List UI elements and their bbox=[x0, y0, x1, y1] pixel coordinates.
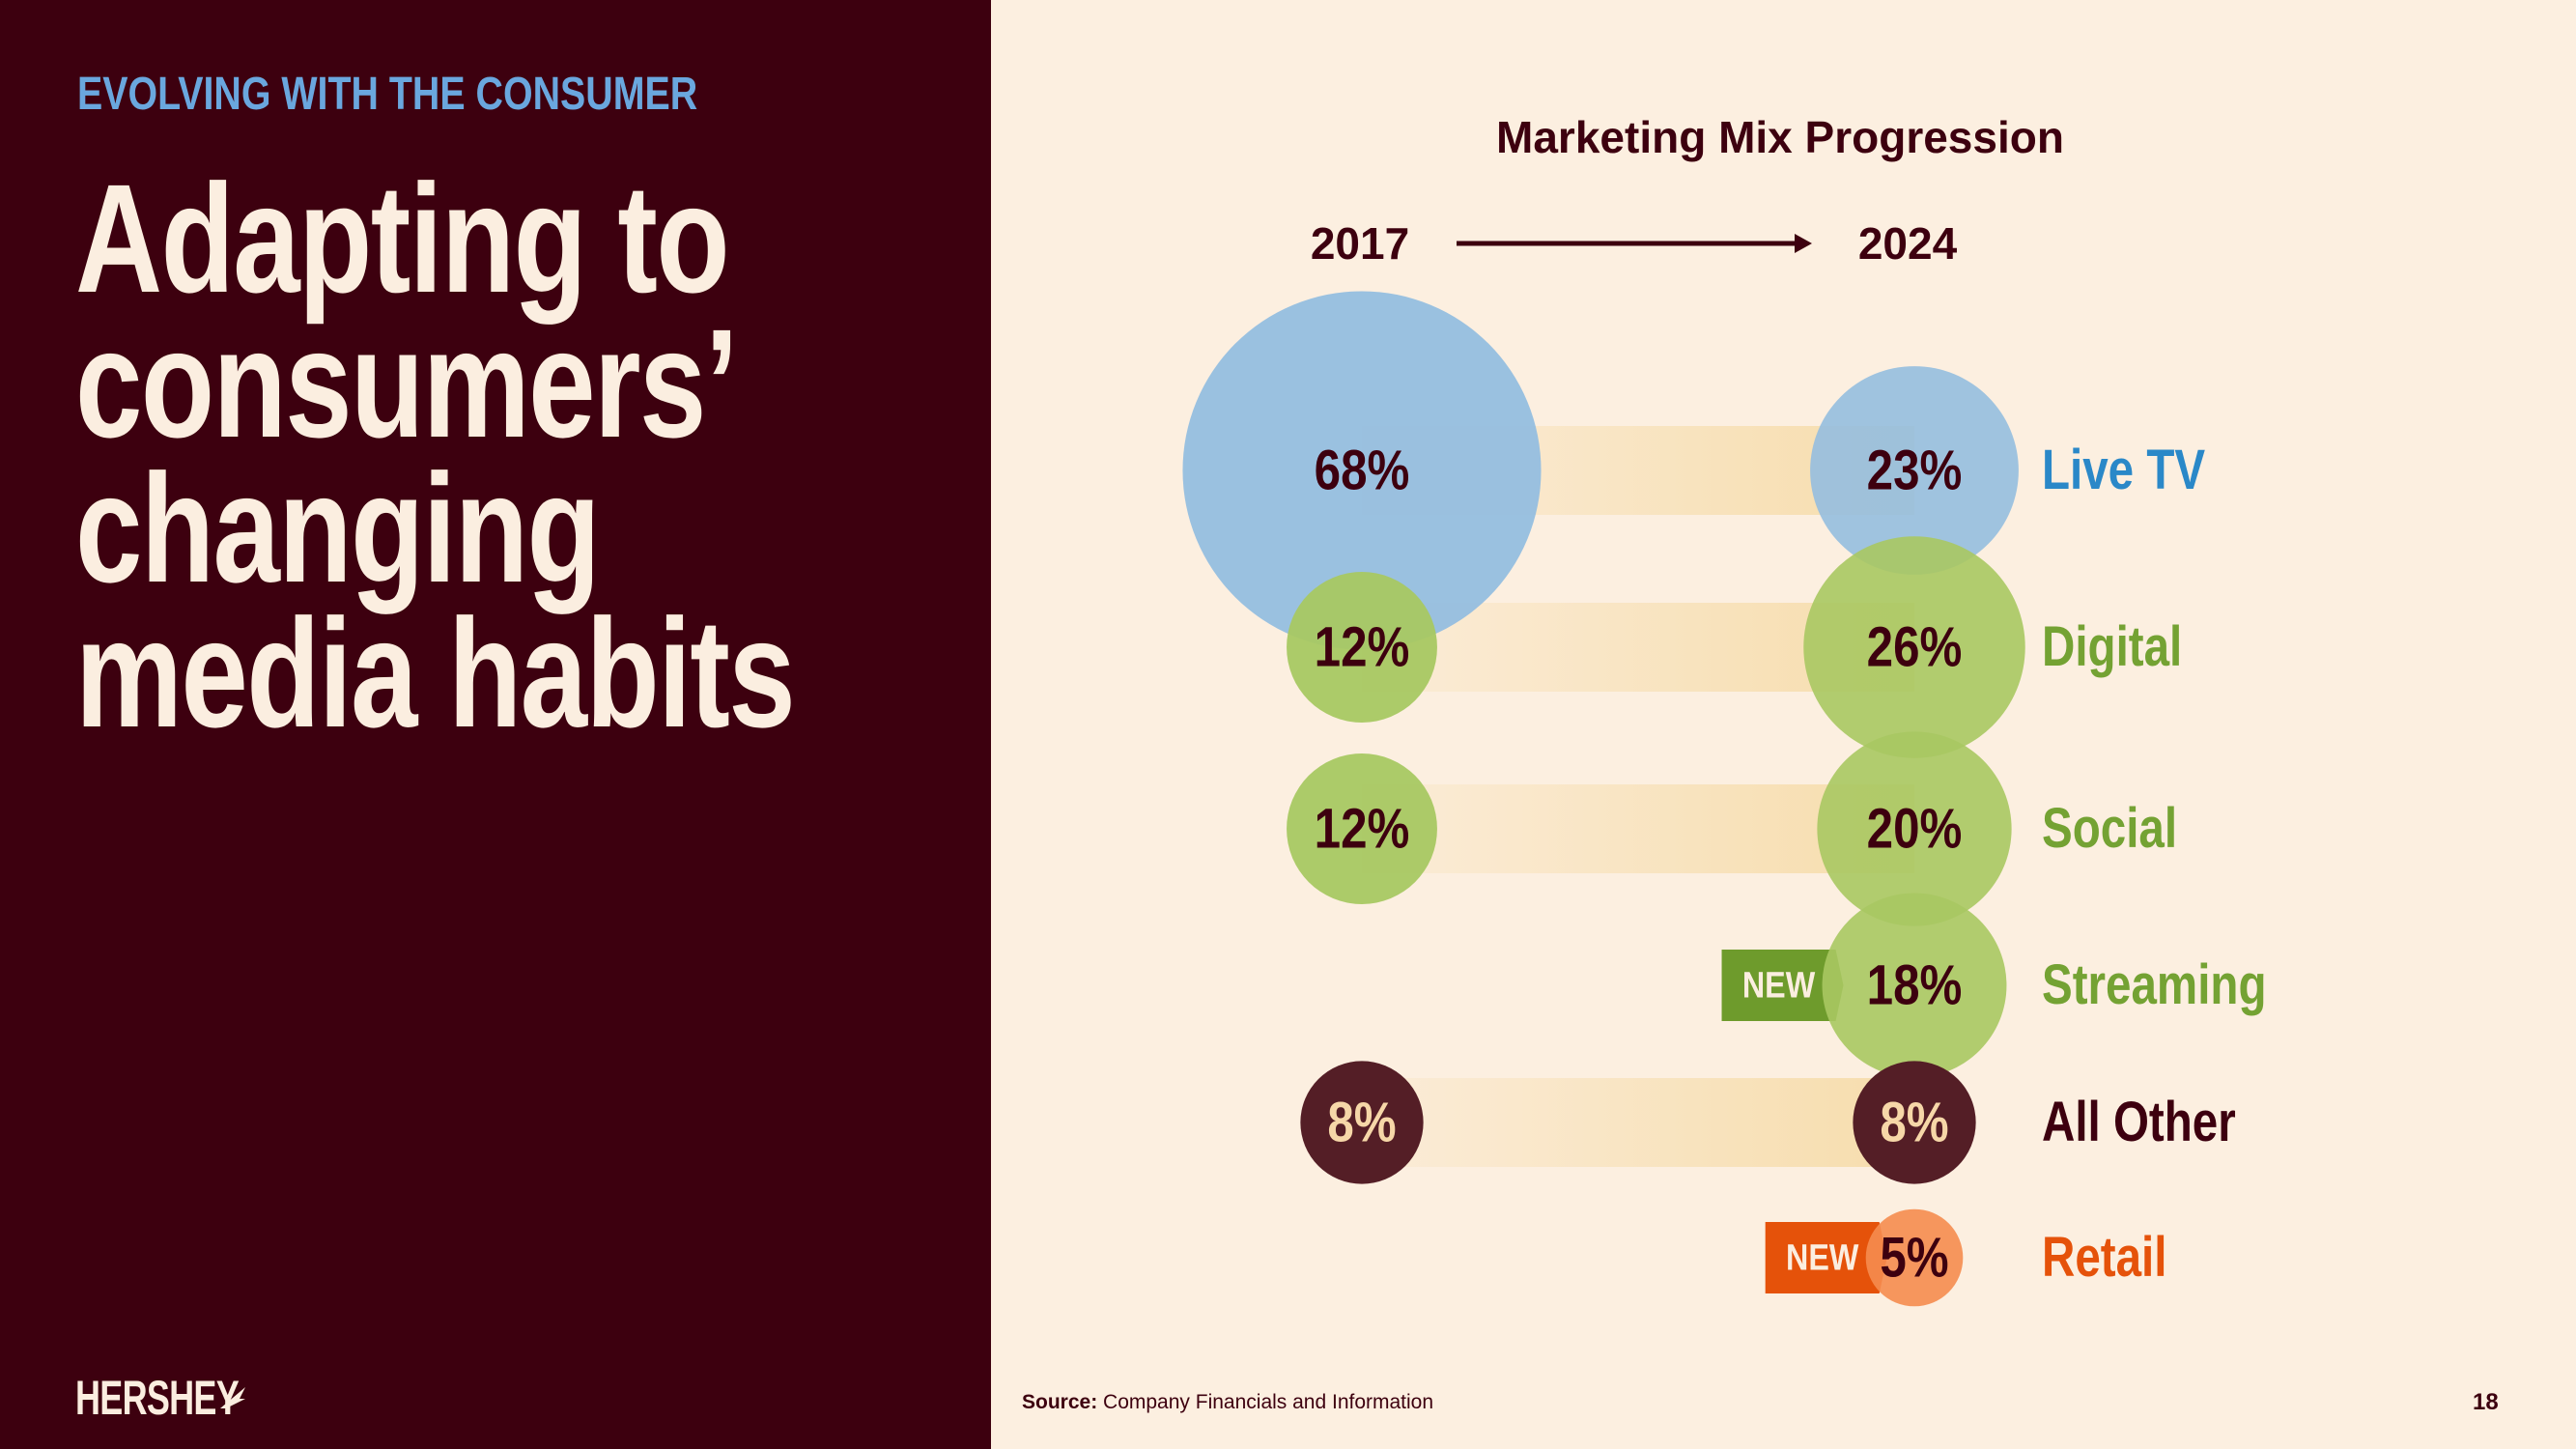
bubble-2024 bbox=[1803, 536, 2025, 758]
value-label-2017: 8% bbox=[1327, 1092, 1396, 1154]
new-badge-label: NEW bbox=[1742, 965, 1816, 1006]
headline: Adapting to consumers’ changing media ha… bbox=[75, 152, 904, 759]
value-label-2024: 18% bbox=[1867, 954, 1963, 1017]
bubble-2017 bbox=[1287, 753, 1437, 904]
headline-line: changing bbox=[75, 441, 601, 614]
bubble-2017 bbox=[1300, 1061, 1424, 1184]
new-badge bbox=[1721, 950, 1844, 1021]
headline-line: media habits bbox=[75, 586, 796, 759]
bubble-2024 bbox=[1817, 731, 2012, 926]
hershey-logo: HERSHEY bbox=[75, 1371, 240, 1425]
hershey-kiss-icon bbox=[220, 1387, 245, 1408]
bubble-2024 bbox=[1853, 1061, 1976, 1184]
category-label: Live TV bbox=[2042, 440, 2205, 502]
label-layer: 68% 23% Live TV 12% 26% Digital 12% 20% Social 18… bbox=[1315, 440, 2267, 1290]
headline-line: consumers’ bbox=[75, 297, 738, 469]
value-label-2017: 68% bbox=[1315, 440, 1410, 502]
eyebrow-text: EVOLVING WITH THE CONSUMER bbox=[77, 69, 698, 120]
category-label: Streaming bbox=[2042, 954, 2266, 1017]
page-number: 18 bbox=[2473, 1389, 2499, 1415]
value-label-2024: 8% bbox=[1880, 1092, 1948, 1154]
new-badge-label: NEW bbox=[1786, 1237, 1859, 1278]
bubble-2017 bbox=[1287, 572, 1437, 723]
category-label: Social bbox=[2042, 798, 2177, 861]
value-label-2024: 5% bbox=[1880, 1227, 1948, 1290]
value-label-2024: 23% bbox=[1867, 440, 1963, 502]
category-label: All Other bbox=[2042, 1092, 2236, 1154]
category-label: Digital bbox=[2042, 616, 2182, 679]
year-2017-label: 2017 bbox=[1311, 218, 1409, 269]
left-panel bbox=[0, 0, 991, 1449]
bubble-2024 bbox=[1865, 1208, 1964, 1307]
connector-band bbox=[1362, 1078, 1914, 1167]
bubble-2024 bbox=[1810, 366, 2019, 575]
value-label-2017: 12% bbox=[1315, 616, 1410, 679]
year-2024-label: 2024 bbox=[1858, 218, 1958, 269]
bubble-layer bbox=[1182, 291, 2025, 1307]
new-badge bbox=[1765, 1222, 1887, 1293]
source-note: Source: Company Financials and Informati… bbox=[1022, 1391, 1433, 1414]
value-label-2024: 20% bbox=[1867, 798, 1963, 861]
headline-line: Adapting to bbox=[75, 152, 730, 325]
category-label: Retail bbox=[2042, 1227, 2166, 1290]
year-arrow bbox=[1457, 234, 1812, 253]
value-label-2024: 26% bbox=[1867, 616, 1963, 679]
bubble-2017 bbox=[1182, 291, 1542, 650]
chart-title: Marketing Mix Progression bbox=[1496, 112, 2064, 162]
source-text: Company Financials and Information bbox=[1103, 1391, 1434, 1413]
value-label-2017: 12% bbox=[1315, 798, 1410, 861]
source-label: Source: bbox=[1022, 1391, 1098, 1413]
bubble-2024 bbox=[1822, 893, 2007, 1078]
